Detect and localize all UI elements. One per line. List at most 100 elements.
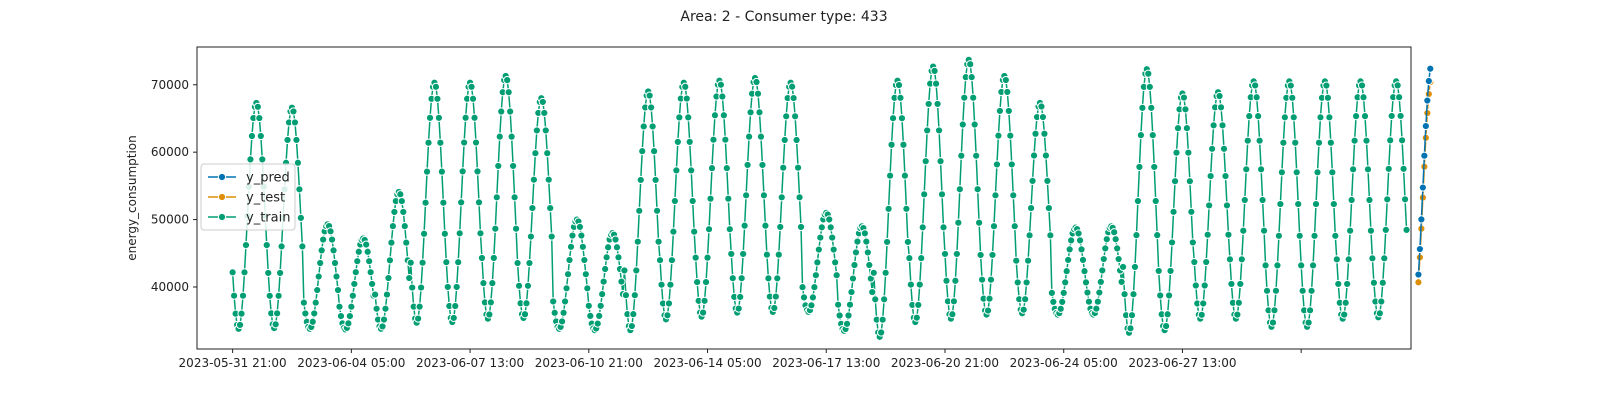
y_train-point (1289, 113, 1298, 122)
y_train-point (396, 190, 405, 199)
y_train-point (379, 315, 389, 324)
y_train-point (388, 222, 397, 231)
y_train-point (1170, 177, 1180, 186)
y_train-point (1307, 286, 1316, 295)
y_train-point (405, 273, 414, 283)
y_train-point (1255, 136, 1264, 145)
y_train-point (1164, 291, 1174, 300)
y_train-point (796, 222, 806, 232)
y_train-point (1041, 151, 1051, 160)
y_train-point (897, 114, 907, 123)
y_train-point (336, 312, 346, 321)
y_train-point (1173, 124, 1183, 133)
y_train-point (290, 118, 300, 127)
y_train-point (752, 77, 761, 87)
y_train-point (1288, 93, 1297, 102)
y_train-point (942, 276, 951, 285)
y_train-point (458, 167, 467, 176)
y_train-point (253, 102, 262, 111)
y_train-point (688, 196, 697, 206)
y_train-point (599, 277, 608, 286)
y_train-point (666, 280, 675, 289)
legend-frame (200, 163, 296, 231)
y_train-point (543, 149, 552, 158)
y_train-point (1347, 195, 1356, 205)
y_train-point (1047, 288, 1056, 297)
y_train-point (1114, 254, 1123, 264)
y_train-point (1268, 318, 1278, 327)
y_train-point (621, 291, 631, 300)
y_train-point (881, 268, 890, 277)
y_train-point (495, 132, 504, 141)
y_train-point (344, 319, 353, 328)
y_train-point (762, 250, 772, 259)
y_train-point (1029, 151, 1039, 160)
y_train-point (924, 99, 933, 109)
y_train-point (1148, 131, 1157, 140)
y_train-point (1001, 75, 1010, 85)
y_train-point (989, 222, 999, 231)
y_train-point (509, 161, 518, 171)
y_train-point (414, 314, 423, 323)
y_train-point (952, 249, 961, 259)
y_train-point (1182, 124, 1192, 133)
y_train-point (549, 297, 558, 306)
y_train-point (706, 194, 715, 203)
y_train-point (402, 238, 411, 247)
y_train-point (461, 113, 470, 122)
y_train-point (1013, 278, 1022, 287)
y_train-point (885, 171, 895, 180)
y_train-point (931, 79, 941, 88)
y_train-point (1261, 261, 1270, 270)
y_train-point (1298, 286, 1307, 295)
y_train-point (1227, 279, 1236, 289)
y_train-point (930, 66, 939, 76)
y_train-point (900, 171, 910, 180)
y_train-point (1184, 148, 1193, 157)
y_train-point (546, 204, 555, 213)
y_train-point (903, 237, 912, 247)
y_train-point (1056, 304, 1065, 313)
y_train-point (510, 193, 519, 202)
y_train-point (810, 283, 819, 292)
y_train-point (385, 256, 395, 265)
y_train-point (906, 280, 915, 289)
y_train-point (1012, 256, 1021, 265)
y_train-point (970, 120, 979, 129)
y_train-point (228, 268, 237, 277)
y_train-point (387, 238, 396, 247)
y_train-point (1271, 286, 1281, 295)
y_train-point (415, 302, 424, 311)
y_train-point (418, 258, 427, 267)
y_train-point (299, 298, 308, 307)
y_train-point (994, 131, 1003, 140)
y_train-point (896, 93, 905, 102)
y_train-point (960, 93, 969, 102)
y_train-point (1081, 278, 1091, 287)
y_train-point (417, 283, 426, 292)
y_train-point (1291, 138, 1300, 147)
y_train-point (698, 308, 708, 317)
y_train-point (1276, 199, 1285, 209)
x-tick-label: 2023-06-20 21:00 (891, 356, 999, 370)
y_train-point (354, 247, 363, 256)
y_train-point (289, 107, 298, 116)
y_train-point (1381, 225, 1390, 234)
y_train-point (1305, 306, 1315, 315)
y_train-point (1245, 112, 1254, 121)
x-tick-label: 2023-05-31 21:00 (179, 356, 287, 370)
y_train-point (707, 164, 717, 173)
y_train-point (562, 284, 571, 293)
y_train-point (1277, 168, 1286, 177)
y_train-point (1322, 81, 1331, 90)
y_train-point (682, 94, 691, 103)
y_train-point (664, 299, 674, 308)
y_train-point (612, 243, 622, 252)
y_train-point (370, 290, 380, 299)
y_train-point (292, 135, 301, 145)
y_train-point (744, 132, 754, 141)
y_train-point (848, 274, 858, 283)
y_train-point (912, 313, 921, 322)
y_train-point (523, 281, 533, 290)
y_train-point (654, 237, 663, 246)
